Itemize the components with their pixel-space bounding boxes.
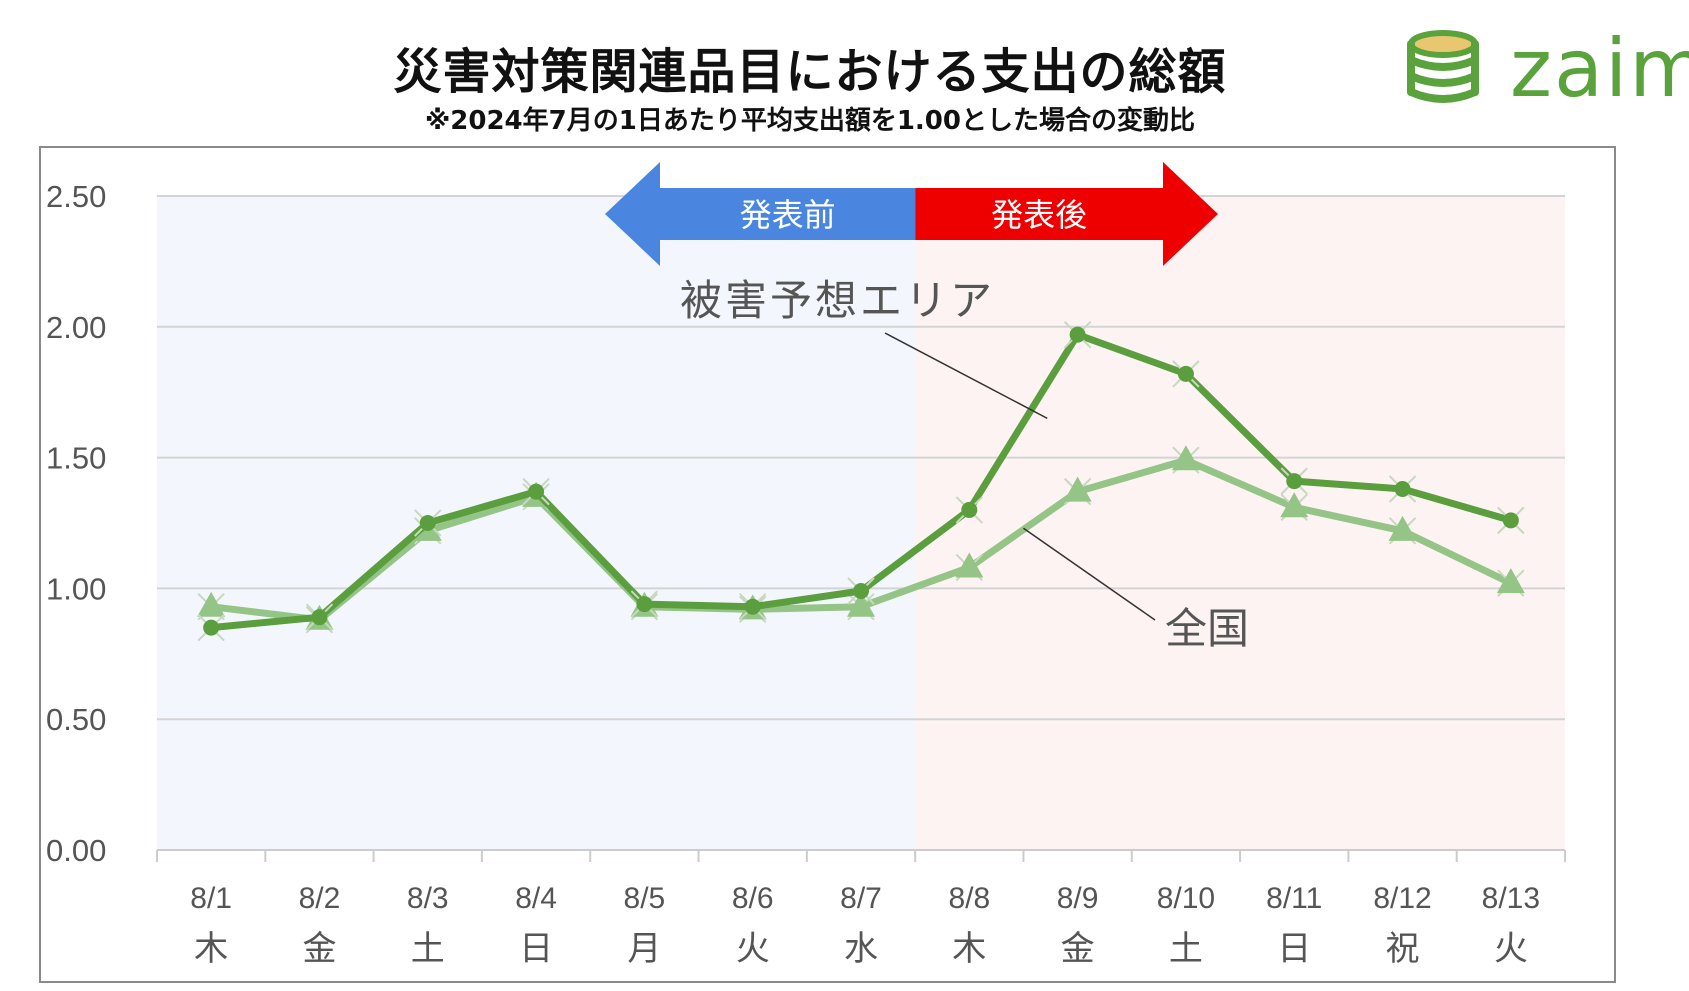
data-point: [961, 501, 978, 518]
data-point: [955, 552, 984, 578]
data-point: [1063, 476, 1092, 502]
data-point: [744, 598, 761, 615]
data-point: [847, 591, 875, 617]
annotation-leader-line: [1023, 527, 1156, 621]
y-tick-label: 0.00: [46, 833, 106, 868]
x-weekday-label: 金: [302, 929, 336, 969]
data-point: [1502, 512, 1519, 529]
after-arrow-icon: [915, 162, 1218, 266]
data-point: [1394, 480, 1411, 497]
x-tick-label: 8/7: [840, 882, 882, 915]
data-point: [1280, 492, 1309, 518]
after-period-background: [915, 196, 1565, 850]
y-tick-label: 2.00: [46, 310, 106, 345]
x-weekday-label: 土: [1169, 929, 1203, 969]
x-weekday-label: 木: [952, 929, 986, 969]
x-weekday-label: 火: [736, 929, 770, 969]
data-point: [419, 515, 436, 531]
x-weekday-label: 土: [411, 929, 445, 969]
data-point: [1388, 515, 1417, 541]
x-tick-label: 8/12: [1373, 882, 1431, 915]
y-tick-label: 1.00: [46, 571, 106, 606]
data-point: [197, 591, 226, 617]
data-point: [853, 583, 869, 600]
data-point: [1177, 365, 1194, 382]
y-tick-label: 2.50: [46, 179, 106, 214]
x-tick-label: 8/8: [948, 882, 990, 915]
annotation-leader-line: [884, 332, 1048, 420]
y-tick-label: 0.50: [46, 702, 106, 737]
x-weekday-label: 水: [844, 929, 878, 969]
series-label-affected-area: 被害予想エリア: [680, 276, 995, 325]
logo-text: zaim: [1510, 22, 1689, 115]
x-weekday-label: 金: [1061, 929, 1095, 969]
coin-stack-icon: [1407, 30, 1479, 103]
data-point: [1069, 326, 1086, 343]
x-tick-label: 8/6: [732, 882, 774, 915]
x-tick-label: 8/10: [1157, 882, 1215, 915]
x-tick-label: 8/11: [1266, 882, 1322, 915]
before-period-background: [157, 196, 916, 850]
x-tick-label: 8/4: [515, 882, 557, 915]
series-label-nationwide: 全国: [1165, 604, 1249, 653]
chart-subtitle: ※2024年7月の1日あたり平均支出額を1.00とした場合の変動比: [425, 106, 1195, 136]
x-weekday-label: 火: [1494, 929, 1528, 969]
data-point: [636, 596, 653, 613]
chart-title: 災害対策関連品目における支出の総額: [393, 44, 1227, 100]
before-arrow-icon: [605, 162, 916, 266]
before-period-label: 発表前: [740, 196, 836, 234]
x-tick-label: 8/1: [190, 882, 232, 915]
data-point: [1171, 445, 1200, 471]
x-weekday-label: 祝: [1386, 929, 1420, 969]
zaim-logo-icon: [1407, 30, 1479, 103]
x-tick-label: 8/5: [624, 882, 666, 915]
x-tick-label: 8/9: [1057, 882, 1099, 915]
x-tick-label: 8/3: [407, 882, 449, 915]
x-weekday-label: 日: [519, 929, 553, 969]
x-tick-label: 8/13: [1482, 882, 1540, 915]
x-weekday-label: 日: [1277, 929, 1311, 969]
x-weekday-label: 月: [627, 929, 661, 969]
x-tick-label: 8/2: [299, 882, 341, 915]
data-point: [1286, 473, 1303, 490]
x-weekday-label: 木: [194, 929, 228, 969]
data-point: [203, 619, 220, 636]
data-point: [1496, 568, 1525, 594]
data-point: [528, 483, 545, 500]
y-tick-label: 1.50: [46, 441, 106, 476]
after-period-label: 発表後: [991, 196, 1087, 234]
data-point: [311, 609, 328, 626]
